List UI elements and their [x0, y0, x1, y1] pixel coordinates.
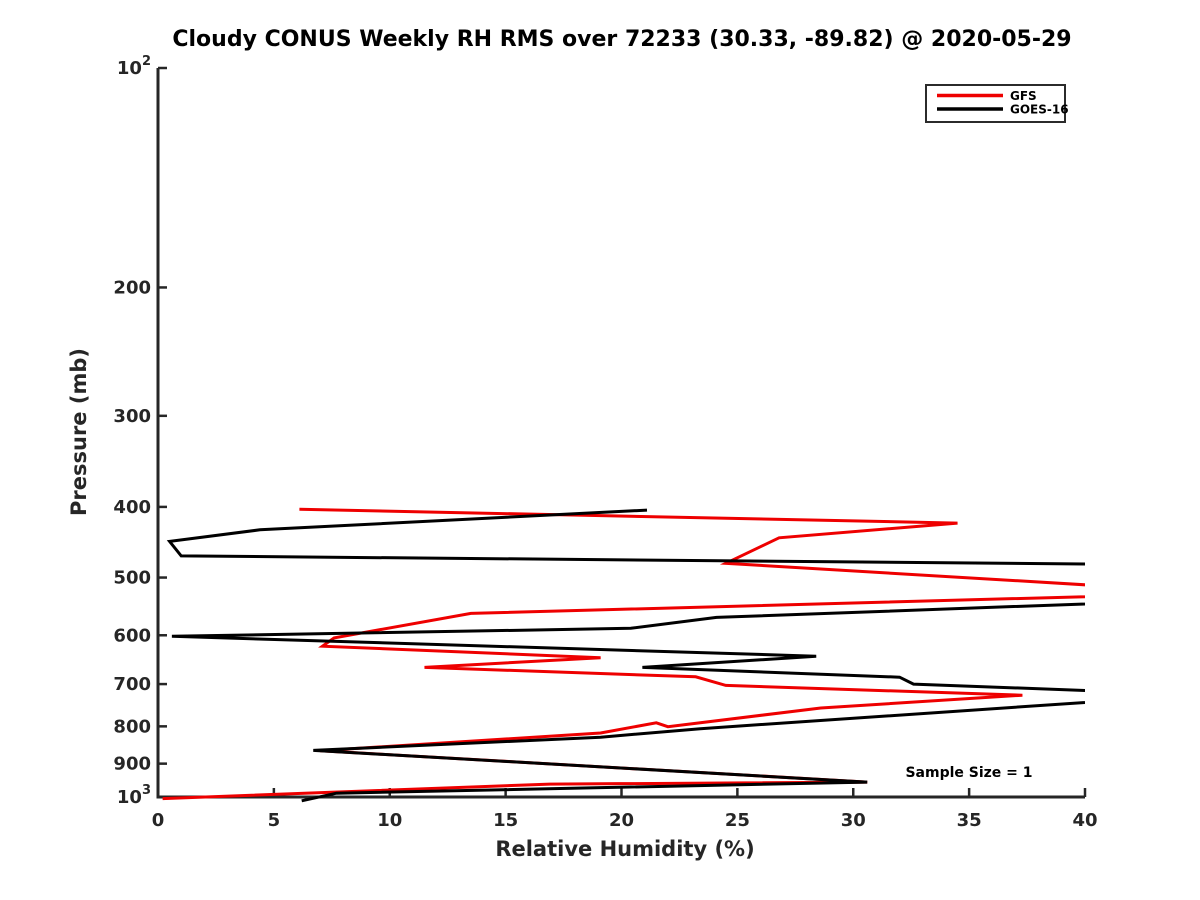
legend-label-goes16: GOES-16 — [1010, 103, 1069, 117]
x-tick-label: 0 — [152, 810, 165, 831]
y-tick-label: 300 — [113, 406, 151, 427]
axes: 0 5 10 15 20 25 30 35 40 102 200 300 400 500 600 700 800… — [113, 54, 1097, 831]
x-tick-label: 15 — [493, 810, 518, 831]
sample-size-annotation: Sample Size = 1 — [905, 765, 1032, 781]
y-tick-label: 800 — [113, 716, 151, 737]
x-tick-label: 25 — [725, 810, 750, 831]
y-tick-label: 700 — [113, 674, 151, 695]
y-tick-label: 500 — [113, 568, 151, 589]
chart-title: Cloudy CONUS Weekly RH RMS over 72233 (3… — [172, 27, 1071, 52]
legend-box — [925, 84, 1066, 123]
y-axis-label: Pressure (mb) — [67, 348, 91, 516]
x-tick-label: 10 — [377, 810, 402, 831]
legend-label-gfs: GFS — [1010, 89, 1037, 103]
y-tick-label: 900 — [113, 754, 151, 775]
x-tick-label: 40 — [1072, 810, 1097, 831]
series-line-gfs — [162, 507, 1085, 801]
x-tick-label: 5 — [268, 810, 281, 831]
y-tick-label: 103 — [117, 783, 151, 808]
y-tick-label: 200 — [113, 277, 151, 298]
x-tick-label: 35 — [957, 810, 982, 831]
series-line-goes-16 — [166, 508, 1085, 803]
y-tick-label: 400 — [113, 497, 151, 518]
x-axis-label: Relative Humidity (%) — [495, 837, 754, 861]
y-tick-label: 102 — [117, 54, 151, 79]
series-lines — [162, 507, 1085, 803]
legend: GFS GOES-16 — [925, 84, 1069, 123]
x-tick-label: 30 — [841, 810, 866, 831]
x-tick-label: 20 — [609, 810, 634, 831]
y-tick-label: 600 — [113, 625, 151, 646]
